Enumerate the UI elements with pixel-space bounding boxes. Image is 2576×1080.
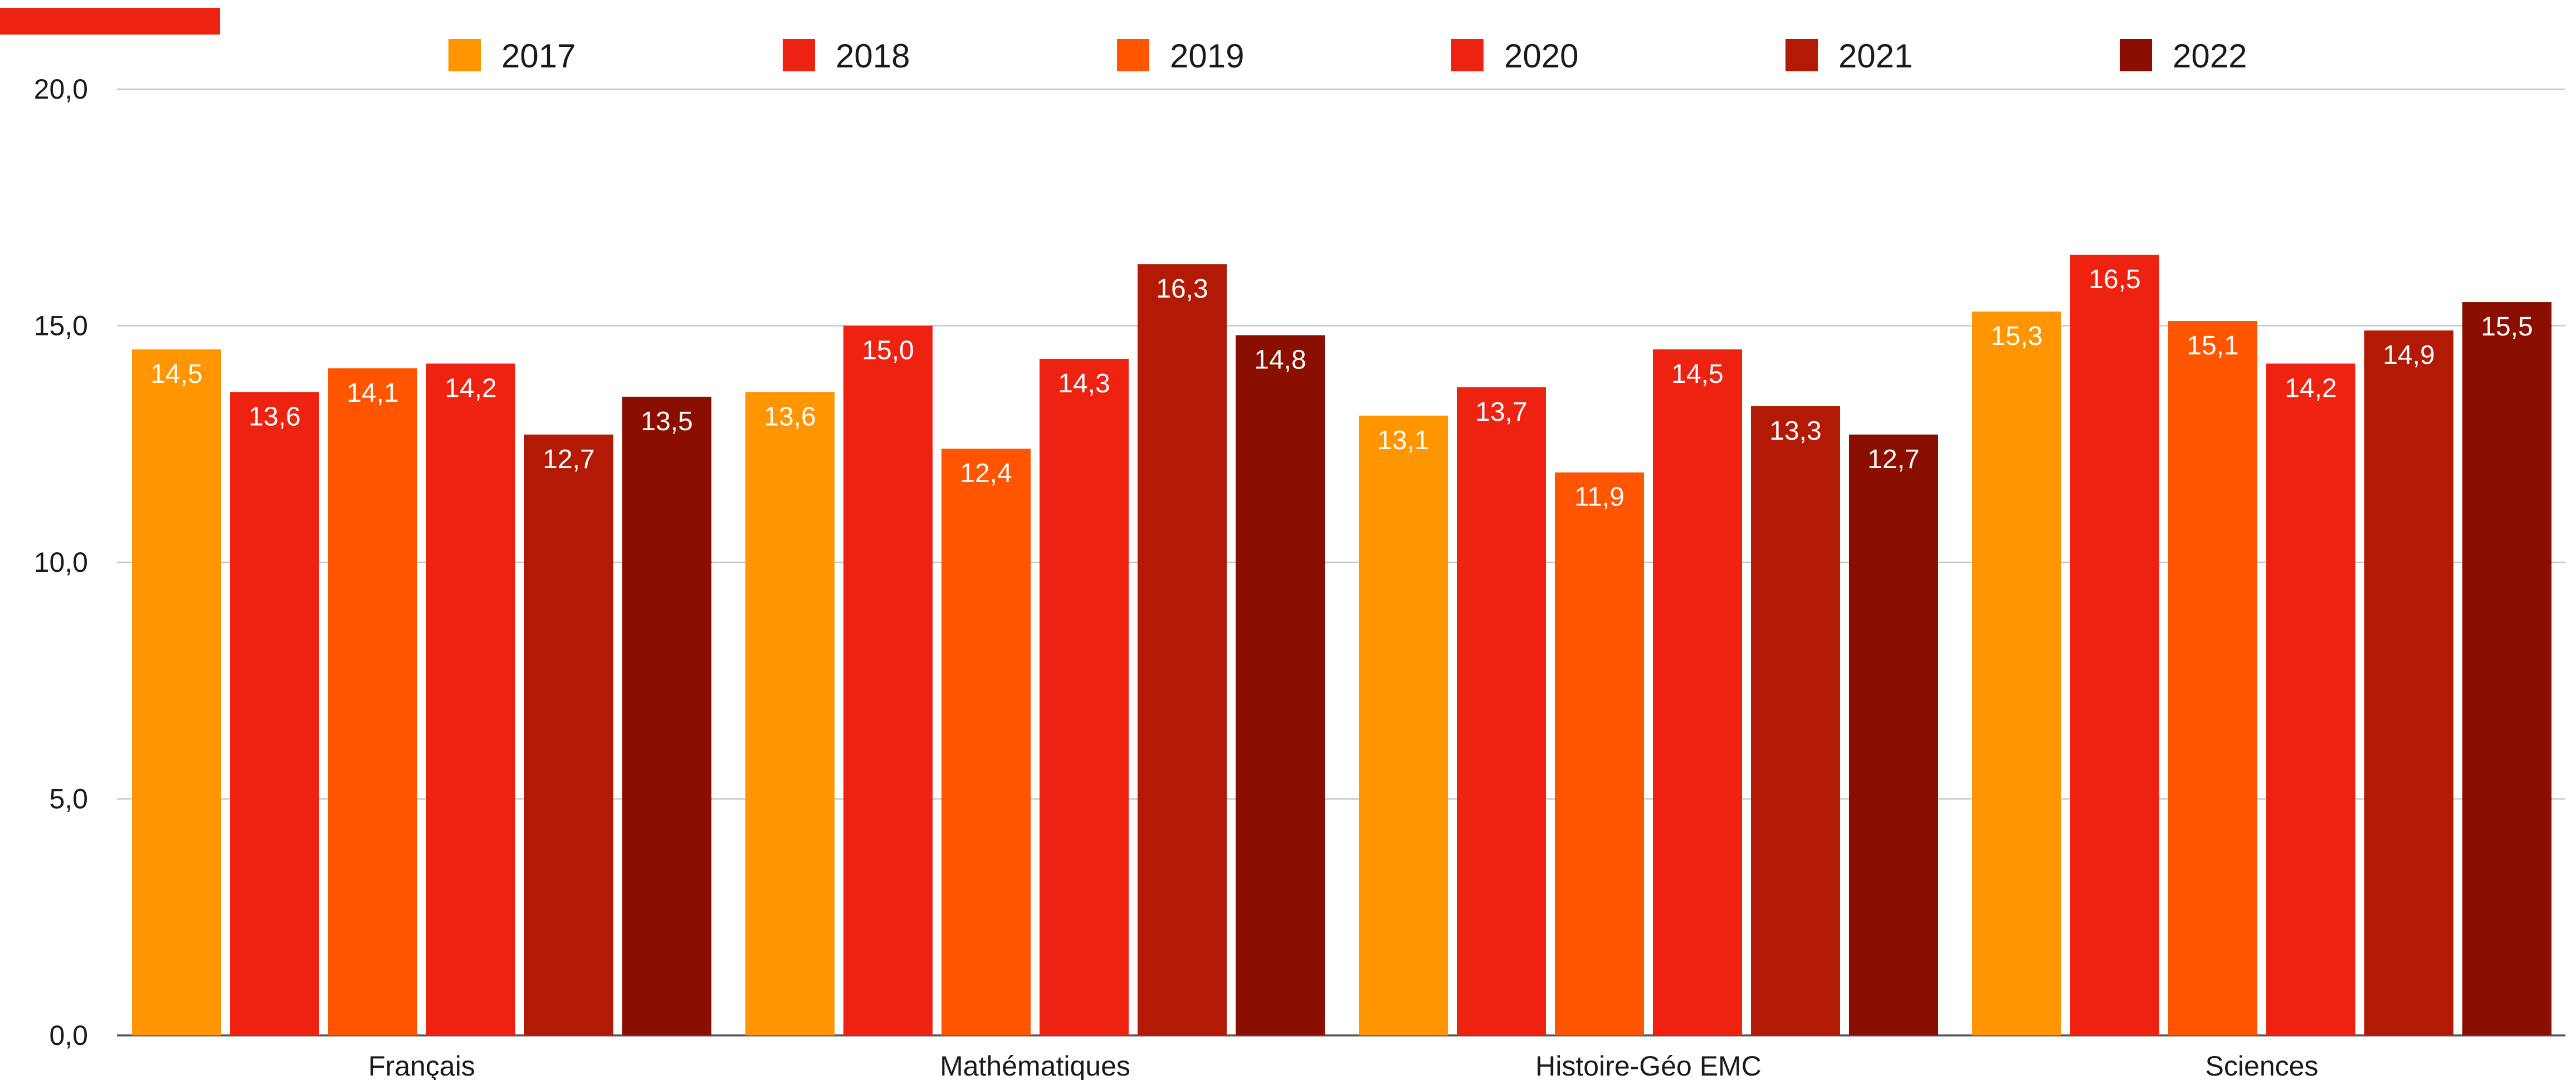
legend-label: 2019 [1170, 37, 1244, 75]
legend: 2017 2018 2019 2020 2021 2022 [448, 37, 2247, 75]
bar [132, 349, 221, 1036]
legend-item: 2020 [1451, 37, 1578, 75]
bar [524, 434, 613, 1035]
data-label: 14,5 [150, 359, 202, 389]
category-labels: Français Mathématiques Histoire-Géo EMC Sci… [368, 1050, 2318, 1080]
bar [1849, 434, 1938, 1035]
data-label: 15,0 [862, 336, 914, 366]
legend-label: 2022 [2173, 37, 2247, 75]
data-label: 15,1 [2187, 331, 2238, 361]
data-label: 13,6 [764, 402, 816, 431]
legend-swatch [448, 39, 481, 71]
legend-item: 2017 [448, 37, 575, 75]
bar [2168, 321, 2257, 1035]
header-accent-bar [0, 8, 220, 35]
legend-swatch [1451, 39, 1484, 71]
bars [132, 255, 2551, 1036]
bar [1555, 472, 1644, 1035]
bar [1236, 335, 1325, 1035]
legend-label: 2017 [501, 37, 575, 75]
data-label: 12,7 [1867, 445, 1919, 474]
legend-swatch [1117, 39, 1149, 71]
bar [941, 449, 1031, 1035]
data-label: 16,5 [2089, 265, 2140, 294]
data-label: 15,5 [2481, 312, 2533, 342]
legend-label: 2020 [1504, 37, 1578, 75]
bar [1359, 415, 1448, 1035]
y-tick-label: 0,0 [49, 1020, 88, 1051]
legend-item: 2019 [1117, 37, 1244, 75]
legend-item: 2018 [783, 37, 910, 75]
data-label: 12,4 [960, 459, 1012, 488]
data-labels: 14,5 13,6 14,1 14,2 12,7 13,5 13,6 15,0 12,4 14,3… [150, 265, 2533, 512]
y-tick-label: 10,0 [34, 547, 88, 578]
data-label: 13,7 [1475, 397, 1527, 427]
legend-item: 2021 [1785, 37, 1913, 75]
bar [2266, 363, 2355, 1036]
legend-item: 2022 [2120, 37, 2247, 75]
category-label: Mathématiques [940, 1050, 1130, 1080]
bar [745, 392, 835, 1035]
bar [622, 396, 711, 1035]
bar [1653, 349, 1742, 1036]
category-label: Français [368, 1050, 475, 1080]
bar [328, 368, 417, 1036]
data-label: 13,5 [641, 407, 692, 436]
bar [426, 363, 515, 1036]
data-label: 14,8 [1254, 345, 1306, 374]
bar [1457, 387, 1546, 1035]
bar [1751, 406, 1840, 1035]
data-label: 14,3 [1058, 369, 1110, 398]
data-label: 14,5 [1671, 359, 1723, 389]
y-tick-label: 20,0 [34, 74, 88, 105]
bar [1138, 264, 1227, 1035]
data-label: 12,7 [543, 445, 594, 474]
data-label: 15,3 [1990, 322, 2042, 351]
legend-swatch [783, 39, 815, 71]
data-label: 16,3 [1156, 274, 1208, 304]
legend-swatch [1785, 39, 1818, 71]
legend-swatch [2120, 39, 2152, 71]
data-label: 13,1 [1377, 426, 1429, 455]
data-label: 14,2 [2285, 373, 2336, 403]
data-label: 14,2 [445, 373, 496, 403]
y-tick-label: 5,0 [49, 784, 88, 815]
data-label: 14,1 [347, 378, 398, 408]
bar [1040, 358, 1129, 1036]
bar [2070, 255, 2159, 1035]
category-label: Histoire-Géo EMC [1535, 1050, 1762, 1080]
data-label: 11,9 [1574, 483, 1624, 512]
legend-label: 2018 [836, 37, 910, 75]
y-axis-tick-labels: 0,0 5,0 10,0 15,0 20,0 [34, 74, 88, 1051]
bar [230, 392, 319, 1035]
bar [843, 325, 933, 1035]
y-tick-label: 15,0 [34, 310, 88, 342]
data-label: 13,3 [1769, 416, 1821, 446]
bar [1972, 312, 2061, 1035]
bar [2364, 330, 2453, 1035]
data-label: 13,6 [248, 402, 300, 431]
data-label: 14,9 [2383, 340, 2434, 370]
category-label: Sciences [2206, 1050, 2319, 1080]
legend-label: 2021 [1838, 37, 1913, 75]
bar [2462, 302, 2551, 1035]
